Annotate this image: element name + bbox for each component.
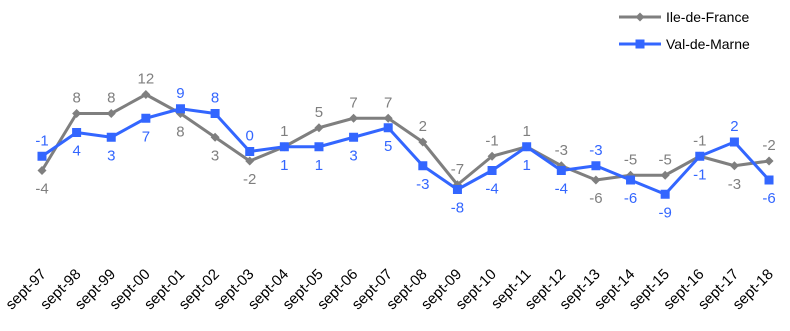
data-point-ile-de-france (245, 156, 255, 166)
data-label-ile-de-france: 8 (72, 90, 80, 107)
legend-label: Val-de-Marne (666, 36, 750, 52)
data-label-val-de-marne: 3 (349, 147, 357, 164)
data-point-val-de-marne (764, 175, 774, 185)
data-point-ile-de-france (383, 113, 393, 123)
data-label-ile-de-france: -1 (693, 132, 706, 149)
data-point-val-de-marne (349, 132, 359, 142)
data-label-ile-de-france: -7 (451, 161, 464, 178)
data-label-val-de-marne: -1 (35, 132, 48, 149)
data-label-val-de-marne: -3 (416, 176, 429, 193)
data-point-val-de-marne (383, 123, 393, 133)
data-label-val-de-marne: -4 (555, 181, 568, 198)
data-point-val-de-marne (556, 166, 566, 175)
data-point-val-de-marne (591, 161, 601, 171)
data-label-val-de-marne: 5 (384, 138, 392, 155)
x-axis-tick-labels: sept-97sept-98sept-99sept-00sept-01sept-… (2, 266, 776, 313)
data-point-val-de-marne (695, 151, 705, 161)
data-point-ile-de-france (591, 175, 601, 185)
data-label-ile-de-france: 1 (523, 123, 531, 140)
data-label-ile-de-france: -1 (485, 132, 498, 149)
data-point-val-de-marne (729, 137, 739, 147)
data-label-ile-de-france: -3 (555, 142, 568, 159)
series-line-ile-de-france (40, 93, 770, 187)
data-label-val-de-marne: 1 (523, 157, 531, 174)
data-point-ile-de-france (106, 109, 116, 118)
data-point-val-de-marne (210, 109, 220, 118)
data-label-ile-de-france: -2 (243, 171, 256, 188)
legend-item-val-de-marne: Val-de-Marne (619, 36, 750, 52)
legend-marker (635, 12, 645, 22)
data-label-ile-de-france: -6 (589, 190, 602, 207)
data-label-ile-de-france: 7 (349, 94, 357, 111)
data-point-ile-de-france (764, 156, 774, 166)
data-point-val-de-marne (452, 185, 462, 194)
data-label-ile-de-france: -2 (762, 137, 775, 154)
data-point-ile-de-france (37, 166, 47, 175)
data-label-ile-de-france: 7 (384, 94, 392, 111)
data-point-ile-de-france (349, 113, 359, 123)
data-label-val-de-marne: -8 (451, 200, 464, 217)
data-point-val-de-marne (106, 132, 116, 142)
data-label-val-de-marne: -3 (589, 142, 602, 159)
data-point-val-de-marne (141, 113, 151, 123)
series-markers (37, 90, 774, 199)
data-label-val-de-marne: -4 (485, 181, 498, 198)
data-label-val-de-marne: 9 (176, 85, 184, 102)
data-point-val-de-marne (175, 104, 185, 114)
data-label-ile-de-france: 8 (107, 90, 115, 107)
data-label-val-de-marne: 3 (107, 147, 115, 164)
data-label-val-de-marne: -1 (693, 166, 706, 183)
series-lines (40, 93, 771, 196)
data-label-ile-de-france: 3 (211, 147, 219, 164)
data-point-val-de-marne (245, 147, 255, 156)
data-label-val-de-marne: 0 (246, 128, 254, 145)
data-label-ile-de-france: 5 (315, 104, 323, 121)
data-point-ile-de-france (418, 137, 428, 147)
data-point-ile-de-france (314, 123, 324, 133)
data-point-ile-de-france (729, 161, 739, 171)
data-point-val-de-marne (626, 175, 636, 185)
data-label-ile-de-france: 12 (138, 71, 155, 88)
data-point-ile-de-france (72, 109, 82, 118)
data-label-val-de-marne: 4 (72, 143, 80, 160)
data-point-ile-de-france (487, 151, 497, 161)
data-point-ile-de-france (141, 90, 151, 99)
data-label-val-de-marne: 8 (211, 90, 219, 107)
data-label-ile-de-france: -5 (658, 151, 671, 168)
data-point-val-de-marne (418, 161, 428, 171)
data-point-val-de-marne (279, 142, 289, 152)
data-point-val-de-marne (72, 128, 82, 137)
data-label-ile-de-france: 2 (419, 118, 427, 135)
data-label-ile-de-france: -4 (35, 181, 48, 198)
data-label-val-de-marne: -6 (624, 190, 637, 207)
data-point-val-de-marne (487, 166, 497, 175)
data-label-val-de-marne: 2 (730, 118, 738, 135)
legend-label: Ile-de-France (666, 9, 749, 25)
data-label-val-de-marne: 7 (142, 128, 150, 145)
data-label-val-de-marne: 1 (315, 157, 323, 174)
data-label-ile-de-france: 1 (280, 123, 288, 140)
data-label-val-de-marne: -9 (658, 204, 671, 221)
data-point-val-de-marne (314, 142, 324, 152)
legend-marker (635, 39, 645, 49)
data-label-ile-de-france: 8 (176, 124, 184, 141)
data-point-ile-de-france (210, 132, 220, 142)
data-point-val-de-marne (37, 151, 47, 161)
data-label-ile-de-france: -3 (728, 176, 741, 193)
data-point-val-de-marne (522, 142, 532, 152)
series-line-val-de-marne (41, 107, 771, 196)
legend-item-ile-de-france: Ile-de-France (619, 9, 749, 25)
data-label-val-de-marne: -6 (762, 190, 775, 207)
legend: Ile-de-France Val-de-Marne (619, 9, 750, 52)
data-point-ile-de-france (660, 170, 670, 180)
data-label-ile-de-france: -5 (624, 151, 637, 168)
data-point-val-de-marne (660, 189, 670, 199)
data-label-val-de-marne: 1 (280, 157, 288, 174)
